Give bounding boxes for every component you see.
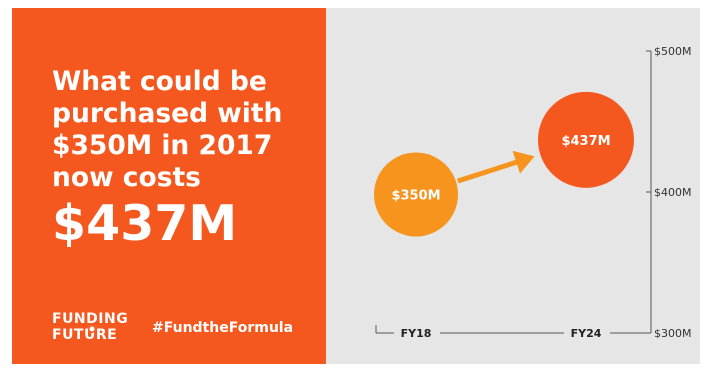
funding-future-logo: FUNDING FUTURE bbox=[52, 311, 128, 343]
bubble-label: $437M bbox=[561, 134, 610, 149]
headline: What could be purchased with $350M in 20… bbox=[52, 66, 283, 193]
big-value: $437M bbox=[52, 195, 238, 252]
infographic-card: What could be purchased with $350M in 20… bbox=[12, 8, 700, 364]
bubble-label: $350M bbox=[391, 189, 440, 204]
bubble-fy24 bbox=[538, 91, 634, 188]
bubble-fy18 bbox=[374, 152, 458, 237]
axis-layer: $500M $400M $300M FY18 FY24 bbox=[375, 45, 692, 340]
y-tick-label: $300M bbox=[654, 327, 692, 340]
x-tick-label: FY18 bbox=[401, 327, 432, 340]
logo-line2: FUTURE bbox=[52, 327, 118, 343]
hashtag: #FundtheFormula bbox=[152, 320, 294, 336]
growth-arrow-shaft bbox=[457, 157, 526, 184]
logo-dot-icon bbox=[88, 325, 96, 333]
y-tick-label: $400M bbox=[654, 186, 692, 199]
logo-line1: FUNDING bbox=[52, 311, 129, 327]
bubble-chart: $500M $400M $300M FY18 FY24 $350M $437M bbox=[374, 45, 692, 340]
right-panel: $500M $400M $300M FY18 FY24 $350M $437M bbox=[326, 8, 700, 364]
x-tick-label: FY24 bbox=[571, 327, 602, 340]
left-panel: What could be purchased with $350M in 20… bbox=[12, 8, 326, 364]
growth-arrow-head bbox=[512, 150, 535, 174]
marks-layer: $350M $437M bbox=[374, 91, 634, 237]
y-tick-label: $500M bbox=[654, 45, 692, 58]
